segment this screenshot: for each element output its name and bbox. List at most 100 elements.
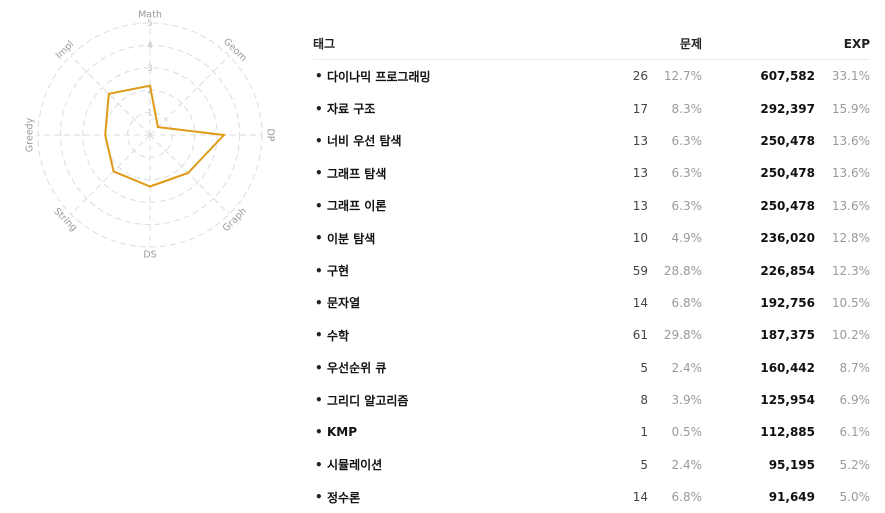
- problem-count: 5: [640, 360, 648, 375]
- tag-cell: • 수학: [313, 327, 583, 344]
- table-row[interactable]: • 시뮬레이션 5 2.4% 95,195 5.2%: [313, 449, 870, 481]
- exp-percent: 5.0%: [839, 490, 871, 505]
- bullet-icon: •: [315, 133, 323, 148]
- tag-link[interactable]: KMP: [327, 425, 358, 440]
- problem-count: 17: [632, 101, 648, 116]
- bullet-icon: •: [315, 101, 323, 116]
- exp-value: 192,756: [760, 295, 815, 310]
- table-row[interactable]: • 그리디 알고리즘 8 3.9% 125,954 6.9%: [313, 384, 870, 416]
- radar-axis-label: String: [51, 206, 79, 234]
- problem-percent: 0.5%: [671, 425, 703, 440]
- tag-link[interactable]: 문자열: [327, 296, 361, 311]
- tag-link[interactable]: 시뮬레이션: [327, 458, 383, 473]
- table-body: • 다이나믹 프로그래밍 26 12.7% 607,582 33.1% • 자료 구조 17 8.…: [313, 60, 870, 513]
- problem-percent: 4.9%: [671, 231, 703, 246]
- exp-percent: 10.2%: [831, 328, 870, 343]
- problem-count: 59: [632, 263, 648, 278]
- exp-value: 607,582: [760, 69, 815, 84]
- tag-link[interactable]: 그리디 알고리즘: [327, 393, 409, 408]
- ring-label: 5: [147, 19, 152, 29]
- tag-cell: • 구현: [313, 262, 583, 279]
- radar-ring: [59, 44, 241, 226]
- exp-percent: 6.1%: [839, 425, 871, 440]
- exp-value: 226,854: [760, 263, 815, 278]
- problem-percent: 6.3%: [671, 133, 703, 148]
- tag-cell: • 자료 구조: [313, 100, 583, 117]
- problem-count: 13: [632, 198, 648, 213]
- radar-axis-label: Geom: [221, 36, 249, 64]
- problem-percent: 6.8%: [671, 295, 703, 310]
- bullet-icon: •: [315, 263, 323, 278]
- table-row[interactable]: • KMP 1 0.5% 112,885 6.1%: [313, 416, 870, 448]
- table-row[interactable]: • 구현 59 28.8% 226,854 12.3%: [313, 254, 870, 286]
- tag-link[interactable]: 수학: [327, 328, 350, 343]
- header-tag: 태그: [313, 37, 336, 51]
- tag-cell: • 너비 우선 탐색: [313, 132, 583, 149]
- radar-spoke: [149, 134, 230, 215]
- exp-percent: 5.2%: [839, 457, 871, 472]
- tag-link[interactable]: 우선순위 큐: [327, 361, 387, 376]
- tag-link[interactable]: 자료 구조: [327, 102, 376, 117]
- tag-link[interactable]: 이분 탐색: [327, 231, 376, 246]
- table-row[interactable]: • 다이나믹 프로그래밍 26 12.7% 607,582 33.1%: [313, 60, 870, 92]
- header-exp: EXP: [843, 36, 870, 51]
- table-row[interactable]: • 너비 우선 탐색 13 6.3% 250,478 13.6%: [313, 125, 870, 157]
- exp-value: 160,442: [760, 360, 815, 375]
- problem-percent: 8.3%: [671, 101, 703, 116]
- exp-value: 292,397: [760, 101, 815, 116]
- table-row[interactable]: • 이분 탐색 10 4.9% 236,020 12.8%: [313, 222, 870, 254]
- bullet-icon: •: [315, 425, 323, 440]
- radar-axis-label: DP: [265, 128, 276, 141]
- bullet-icon: •: [315, 295, 323, 310]
- header-problems: 문제: [679, 37, 702, 51]
- problem-percent: 28.8%: [663, 263, 702, 278]
- tag-link[interactable]: 구현: [327, 264, 350, 279]
- problem-percent: 6.3%: [671, 166, 703, 181]
- tag-cell: • 문자열: [313, 294, 583, 311]
- table-row[interactable]: • 정수론 14 6.8% 91,649 5.0%: [313, 481, 870, 513]
- problem-percent: 12.7%: [663, 69, 702, 84]
- problem-count: 13: [632, 133, 648, 148]
- ring-label: 2: [147, 86, 152, 96]
- exp-percent: 33.1%: [831, 69, 870, 84]
- exp-percent: 8.7%: [839, 360, 871, 375]
- table-row[interactable]: • 우선순위 큐 5 2.4% 160,442 8.7%: [313, 352, 870, 384]
- exp-value: 112,885: [760, 425, 815, 440]
- exp-value: 91,649: [768, 490, 815, 505]
- problem-percent: 2.4%: [671, 457, 703, 472]
- table-row[interactable]: • 그래프 이론 13 6.3% 250,478 13.6%: [313, 190, 870, 222]
- table-row[interactable]: • 수학 61 29.8% 187,375 10.2%: [313, 319, 870, 351]
- tag-cell: • KMP: [313, 425, 583, 439]
- tag-link[interactable]: 그래프 탐색: [327, 166, 387, 181]
- problem-count: 61: [632, 328, 648, 343]
- exp-value: 125,954: [760, 393, 815, 408]
- exp-value: 95,195: [768, 457, 815, 472]
- bullet-icon: •: [315, 198, 323, 213]
- tag-link[interactable]: 다이나믹 프로그래밍: [327, 69, 431, 84]
- table-row[interactable]: • 그래프 탐색 13 6.3% 250,478 13.6%: [313, 157, 870, 189]
- tag-link[interactable]: 너비 우선 탐색: [327, 134, 402, 149]
- problem-percent: 29.8%: [663, 328, 702, 343]
- tag-cell: • 그리디 알고리즘: [313, 392, 583, 409]
- radar-axis-label: DS: [143, 250, 156, 261]
- radar-polygon: [104, 84, 226, 188]
- bullet-icon: •: [315, 69, 323, 84]
- exp-percent: 12.3%: [831, 263, 870, 278]
- tag-link[interactable]: 정수론: [327, 490, 361, 505]
- problem-count: 14: [632, 295, 648, 310]
- tag-link[interactable]: 그래프 이론: [327, 199, 387, 214]
- exp-percent: 10.5%: [831, 295, 870, 310]
- table-row[interactable]: • 문자열 14 6.8% 192,756 10.5%: [313, 287, 870, 319]
- exp-value: 250,478: [760, 166, 815, 181]
- bullet-icon: •: [315, 328, 323, 343]
- exp-percent: 15.9%: [831, 101, 870, 116]
- problem-count: 5: [640, 457, 648, 472]
- tag-cell: • 정수론: [313, 489, 583, 506]
- exp-value: 236,020: [760, 231, 815, 246]
- tag-cell: • 우선순위 큐: [313, 359, 583, 376]
- exp-value: 250,478: [760, 198, 815, 213]
- bullet-icon: •: [315, 457, 323, 472]
- table-row[interactable]: • 자료 구조 17 8.3% 292,397 15.9%: [313, 92, 870, 124]
- exp-percent: 6.9%: [839, 393, 871, 408]
